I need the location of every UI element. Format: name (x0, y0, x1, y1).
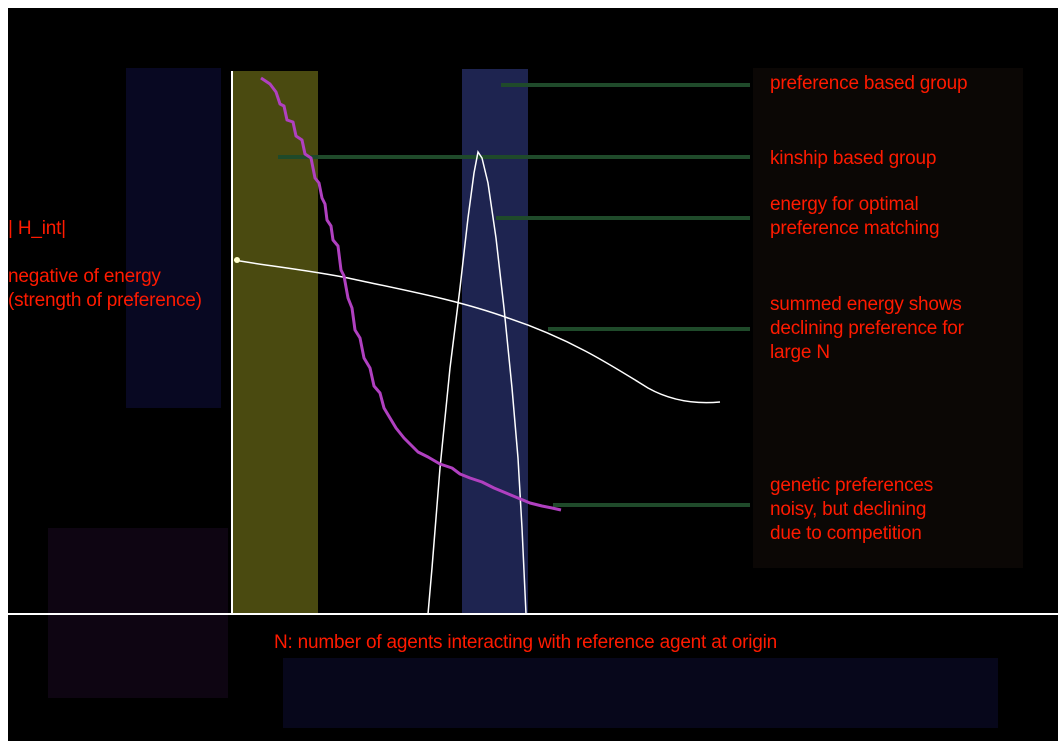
ghost-panel-left (126, 68, 221, 408)
summed-energy-start-dot (234, 257, 240, 263)
label-preference-group: preference based group (770, 73, 968, 94)
diagram-canvas: | H_int| negative of energy (strength of… (8, 8, 1058, 741)
summed-energy-curve (233, 259, 721, 404)
blue-band (462, 69, 528, 614)
summed-line-2: declining preference for (770, 318, 964, 339)
ghost-panel-right (753, 68, 1023, 568)
summed-line-3: large N (770, 342, 830, 363)
genetic-line-3: due to competition (770, 523, 922, 544)
genetic-line-1: genetic preferences (770, 475, 934, 496)
y-desc-line-2: (strength of preference) (8, 290, 202, 311)
optimal-line-2: preference matching (770, 218, 940, 239)
x-axis-label: N: number of agents interacting with ref… (274, 632, 778, 653)
y-axis-description: negative of energy (strength of preferen… (8, 265, 202, 313)
ghost-panel-bottom (283, 658, 998, 728)
label-genetic-preferences: genetic preferences noisy, but declining… (770, 474, 933, 546)
yellow-band (232, 71, 318, 614)
y-axis-label: | H_int| (8, 218, 66, 239)
genetic-line-2: noisy, but declining (770, 499, 927, 520)
label-summed-energy: summed energy shows declining preference… (770, 293, 964, 365)
y-desc-line-1: negative of energy (8, 266, 161, 287)
label-kinship-group: kinship based group (770, 148, 937, 169)
plot-svg (8, 68, 1058, 728)
optimal-energy-curve (427, 150, 527, 615)
label-optimal-matching: energy for optimal preference matching (770, 193, 940, 241)
genetic-preference-curve (260, 76, 562, 512)
optimal-line-1: energy for optimal (770, 194, 919, 215)
summed-line-1: summed energy shows (770, 294, 962, 315)
